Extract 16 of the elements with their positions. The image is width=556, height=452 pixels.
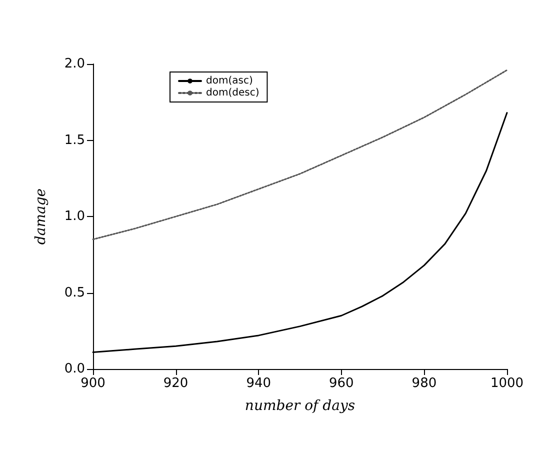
x-tick-label: 980: [412, 376, 437, 391]
legend-label: dom(asc): [206, 76, 253, 86]
legend-label: dom(desc): [206, 88, 260, 98]
x-tick-label: 940: [246, 376, 272, 391]
y-tick-label: 2.0: [64, 56, 85, 72]
y-tick-label: 0.0: [64, 362, 85, 376]
y-tick-label: 1.5: [64, 132, 85, 148]
x-tick-label: 960: [328, 376, 354, 391]
x-tick-label: 900: [80, 376, 106, 391]
y-axis-title: damage: [33, 188, 49, 245]
x-tick-label: 920: [163, 376, 188, 391]
y-tick-label: 1.0: [64, 209, 85, 224]
line-series: [92, 69, 508, 240]
x-axis-title: number of days: [244, 398, 356, 414]
y-tick-label: 0.5: [64, 285, 85, 300]
x-tick-label: 1000: [490, 376, 524, 391]
